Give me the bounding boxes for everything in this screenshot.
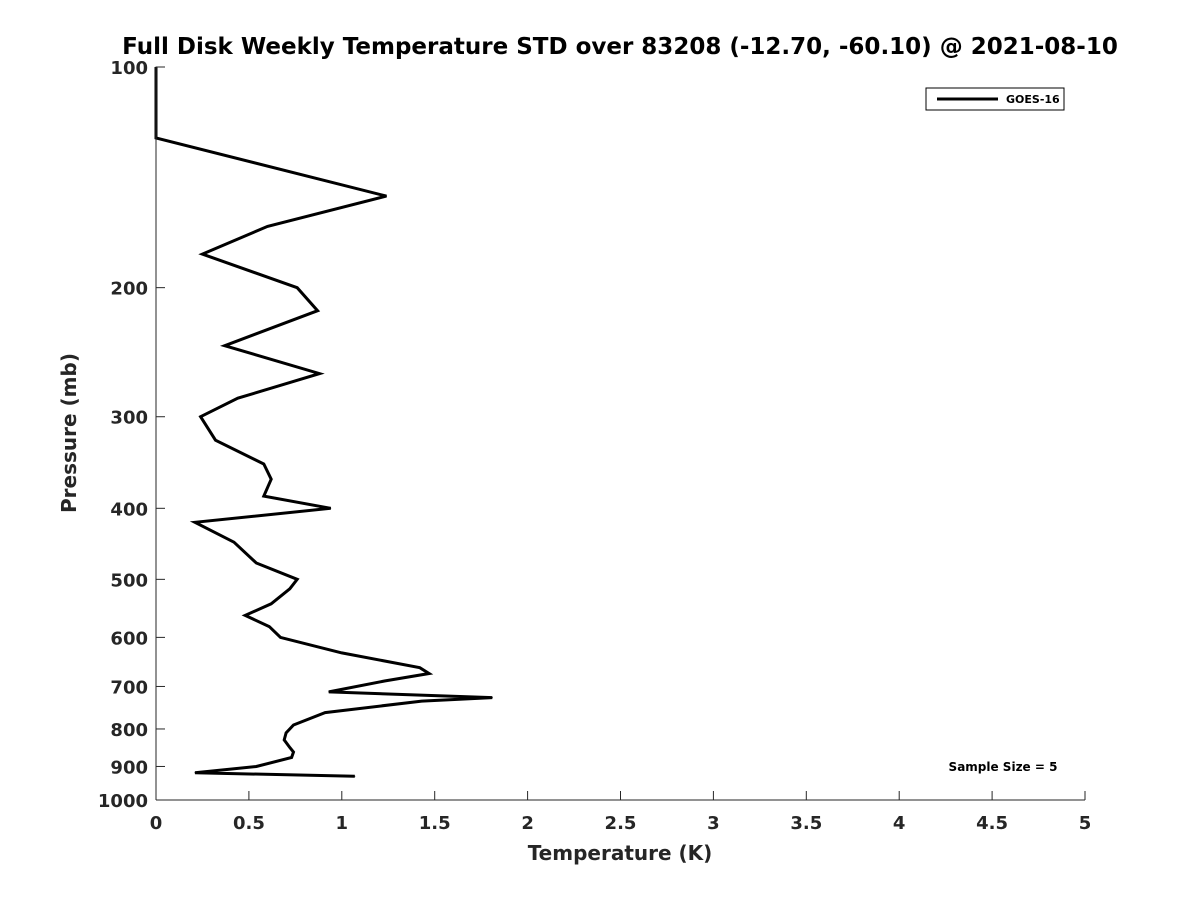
x-axis-label: Temperature (K)	[528, 841, 713, 865]
data-point	[255, 562, 257, 564]
x-tick-label: 1	[336, 813, 349, 834]
data-point	[317, 310, 319, 312]
legend: GOES-16	[925, 87, 1065, 111]
x-tick-label: 0.5	[233, 813, 265, 834]
data-point	[293, 724, 294, 726]
y-tick-label: 700	[110, 677, 148, 698]
series-line-goes-16	[154, 67, 493, 778]
data-point	[237, 397, 239, 399]
data-point	[283, 739, 285, 741]
y-tick-label: 800	[110, 720, 148, 741]
data-point	[200, 416, 202, 418]
x-tick-label: 2.5	[605, 813, 637, 834]
x-tick-label: 4	[893, 813, 906, 834]
y-axis-label: Pressure (mb)	[57, 353, 81, 513]
y-tick-label: 400	[110, 499, 148, 520]
legend-label-goes-16: GOES-16	[1006, 93, 1060, 106]
x-tick-label: 4.5	[976, 813, 1008, 834]
data-point	[268, 626, 270, 628]
chart-title: Full Disk Weekly Temperature STD over 83…	[122, 34, 1118, 60]
data-point	[280, 636, 281, 638]
data-point	[215, 439, 216, 441]
x-tick-label: 3.5	[790, 813, 822, 834]
data-point	[293, 751, 294, 753]
data-point	[244, 614, 246, 616]
data-point	[291, 757, 293, 758]
data-point	[319, 373, 320, 375]
x-tick-label: 5	[1079, 813, 1092, 834]
data-point	[194, 772, 196, 774]
data-point	[289, 588, 291, 590]
y-tick-label: 900	[110, 757, 148, 778]
data-point	[255, 766, 257, 767]
data-point	[194, 521, 196, 523]
data-point	[270, 603, 272, 605]
x-tick-label: 1.5	[419, 813, 451, 834]
y-tick-label: 500	[110, 570, 148, 591]
data-point	[428, 673, 430, 674]
data-point	[330, 507, 332, 509]
data-point	[285, 732, 287, 734]
data-point	[491, 697, 493, 699]
data-point	[267, 225, 268, 227]
data-point	[263, 495, 265, 497]
y-axis: 100 200 300 400 500 600 700 800 900 1000	[98, 58, 165, 812]
data-point	[289, 747, 291, 748]
x-tick-label: 0	[150, 813, 163, 834]
plot-area	[154, 66, 493, 778]
data-point	[296, 287, 298, 289]
y-tick-label: 200	[110, 279, 148, 300]
y-tick-label: 300	[110, 408, 148, 429]
y-tick-label: 100	[110, 58, 148, 79]
data-point	[296, 578, 298, 580]
data-point	[224, 345, 226, 347]
data-point	[385, 195, 387, 197]
y-tick-label: 600	[110, 628, 148, 649]
data-point	[201, 253, 203, 255]
data-point	[341, 652, 343, 654]
data-point	[421, 700, 423, 702]
data-point	[324, 712, 326, 714]
sample-size-annotation: Sample Size = 5	[949, 760, 1058, 774]
x-tick-label: 3	[707, 813, 720, 834]
data-point	[354, 775, 356, 777]
data-point	[270, 478, 272, 480]
y-tick-label: 1000	[98, 791, 148, 812]
data-point	[328, 691, 330, 693]
data-point	[263, 463, 265, 465]
x-axis: 0 0.5 1 1.5 2 2.5 3 3.5 4 4.5 5	[150, 791, 1092, 834]
data-point	[419, 667, 421, 669]
x-tick-label: 2	[521, 813, 534, 834]
data-point	[233, 541, 235, 543]
data-point	[384, 680, 385, 682]
